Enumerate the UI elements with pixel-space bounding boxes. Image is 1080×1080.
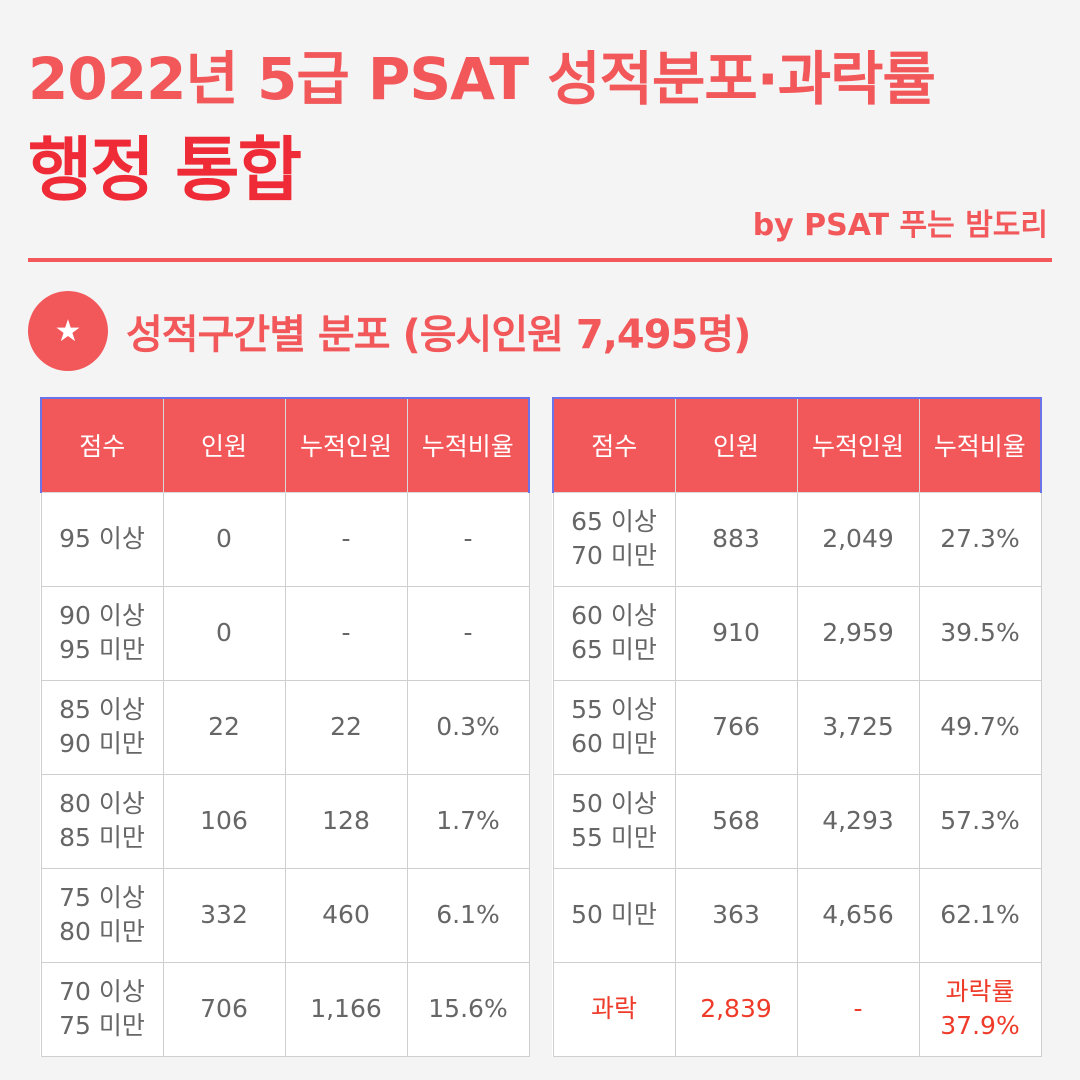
cumulative-cell: 1,166 [284,961,408,1057]
cumulative-cell: - [284,585,408,681]
header-score: 점수 [40,397,164,493]
header-ratio: 누적비율 [406,397,530,493]
score-cell: 70 이상 75 미만 [40,961,164,1057]
fail-score-cell: 과락 [552,961,676,1057]
ratio-cell: 62.1% [918,867,1042,963]
ratio-cell: 39.5% [918,585,1042,681]
table-row: 50 이상 55 미만 568 4,293 57.3% [552,773,1042,869]
table-row: 70 이상 75 미만 706 1,166 15.6% [40,961,530,1057]
ratio-cell: 6.1% [406,867,530,963]
fail-ratio-cell: 과락률 37.9% [918,961,1042,1057]
score-cell: 50 이상 55 미만 [552,773,676,869]
header-count: 인원 [162,397,286,493]
score-cell: 60 이상 65 미만 [552,585,676,681]
cumulative-cell: 460 [284,867,408,963]
score-cell: 95 이상 [40,491,164,587]
page-subtitle: 행정 통합 [28,129,302,211]
table-header-row: 점수 인원 누적인원 누적비율 [40,397,530,493]
ratio-cell: 57.3% [918,773,1042,869]
ratio-cell: 1.7% [406,773,530,869]
score-cell: 55 이상 60 미만 [552,679,676,775]
ratio-cell: 49.7% [918,679,1042,775]
count-cell: 0 [162,491,286,587]
score-cell: 50 미만 [552,867,676,963]
score-cell: 65 이상 70 미만 [552,491,676,587]
count-cell: 106 [162,773,286,869]
cumulative-cell: 2,959 [796,585,920,681]
table-row: 80 이상 85 미만 106 128 1.7% [40,773,530,869]
count-cell: 363 [674,867,798,963]
count-cell: 766 [674,679,798,775]
score-cell: 85 이상 90 미만 [40,679,164,775]
count-cell: 883 [674,491,798,587]
header-count: 인원 [674,397,798,493]
cumulative-cell: - [284,491,408,587]
table-header-row: 점수 인원 누적인원 누적비율 [552,397,1042,493]
cumulative-cell: 128 [284,773,408,869]
ratio-cell: 0.3% [406,679,530,775]
score-cell: 90 이상 95 미만 [40,585,164,681]
author-byline: by PSAT 푸는 밤도리 [752,208,1048,243]
table-row: 65 이상 70 미만 883 2,049 27.3% [552,491,1042,587]
table-row: 60 이상 65 미만 910 2,959 39.5% [552,585,1042,681]
table-row: 50 미만 363 4,656 62.1% [552,867,1042,963]
count-cell: 706 [162,961,286,1057]
fail-cumulative-cell: - [796,961,920,1057]
header-ratio: 누적비율 [918,397,1042,493]
table-row: 90 이상 95 미만 0- - [40,585,530,681]
cumulative-cell: 3,725 [796,679,920,775]
table-row: 85 이상 90 미만 22 22 0.3% [40,679,530,775]
star-icon: ★ [28,291,108,371]
header-cumulative: 누적인원 [284,397,408,493]
ratio-cell: 27.3% [918,491,1042,587]
header-cumulative: 누적인원 [796,397,920,493]
fail-count-cell: 2,839 [674,961,798,1057]
cumulative-cell: 2,049 [796,491,920,587]
table-row: 55 이상 60 미만 766 3,725 49.7% [552,679,1042,775]
ratio-cell: - [406,491,530,587]
distribution-table-right: 점수 인원 누적인원 누적비율 65 이상 70 미만 883 2,049 27.3%… [552,397,1042,1057]
fail-row: 과락 2,839- 과락률 37.9% [552,961,1042,1057]
header-score: 점수 [552,397,676,493]
header-divider [28,258,1052,262]
cumulative-cell: 4,656 [796,867,920,963]
score-cell: 75 이상 80 미만 [40,867,164,963]
table-row: 95 이상 0- - [40,491,530,587]
count-cell: 22 [162,679,286,775]
count-cell: 332 [162,867,286,963]
score-cell: 80 이상 85 미만 [40,773,164,869]
ratio-cell: - [406,585,530,681]
count-cell: 910 [674,585,798,681]
distribution-table-left: 점수 인원 누적인원 누적비율 95 이상 0- -90 이상 95 미만 0- -85… [40,397,530,1057]
count-cell: 0 [162,585,286,681]
page-title: 2022년 5급 PSAT 성적분포·과락률 [28,45,936,113]
count-cell: 568 [674,773,798,869]
section-title: 성적구간별 분포 (응시인원 7,495명) [126,312,751,358]
table-row: 75 이상 80 미만 332 460 6.1% [40,867,530,963]
cumulative-cell: 4,293 [796,773,920,869]
ratio-cell: 15.6% [406,961,530,1057]
cumulative-cell: 22 [284,679,408,775]
